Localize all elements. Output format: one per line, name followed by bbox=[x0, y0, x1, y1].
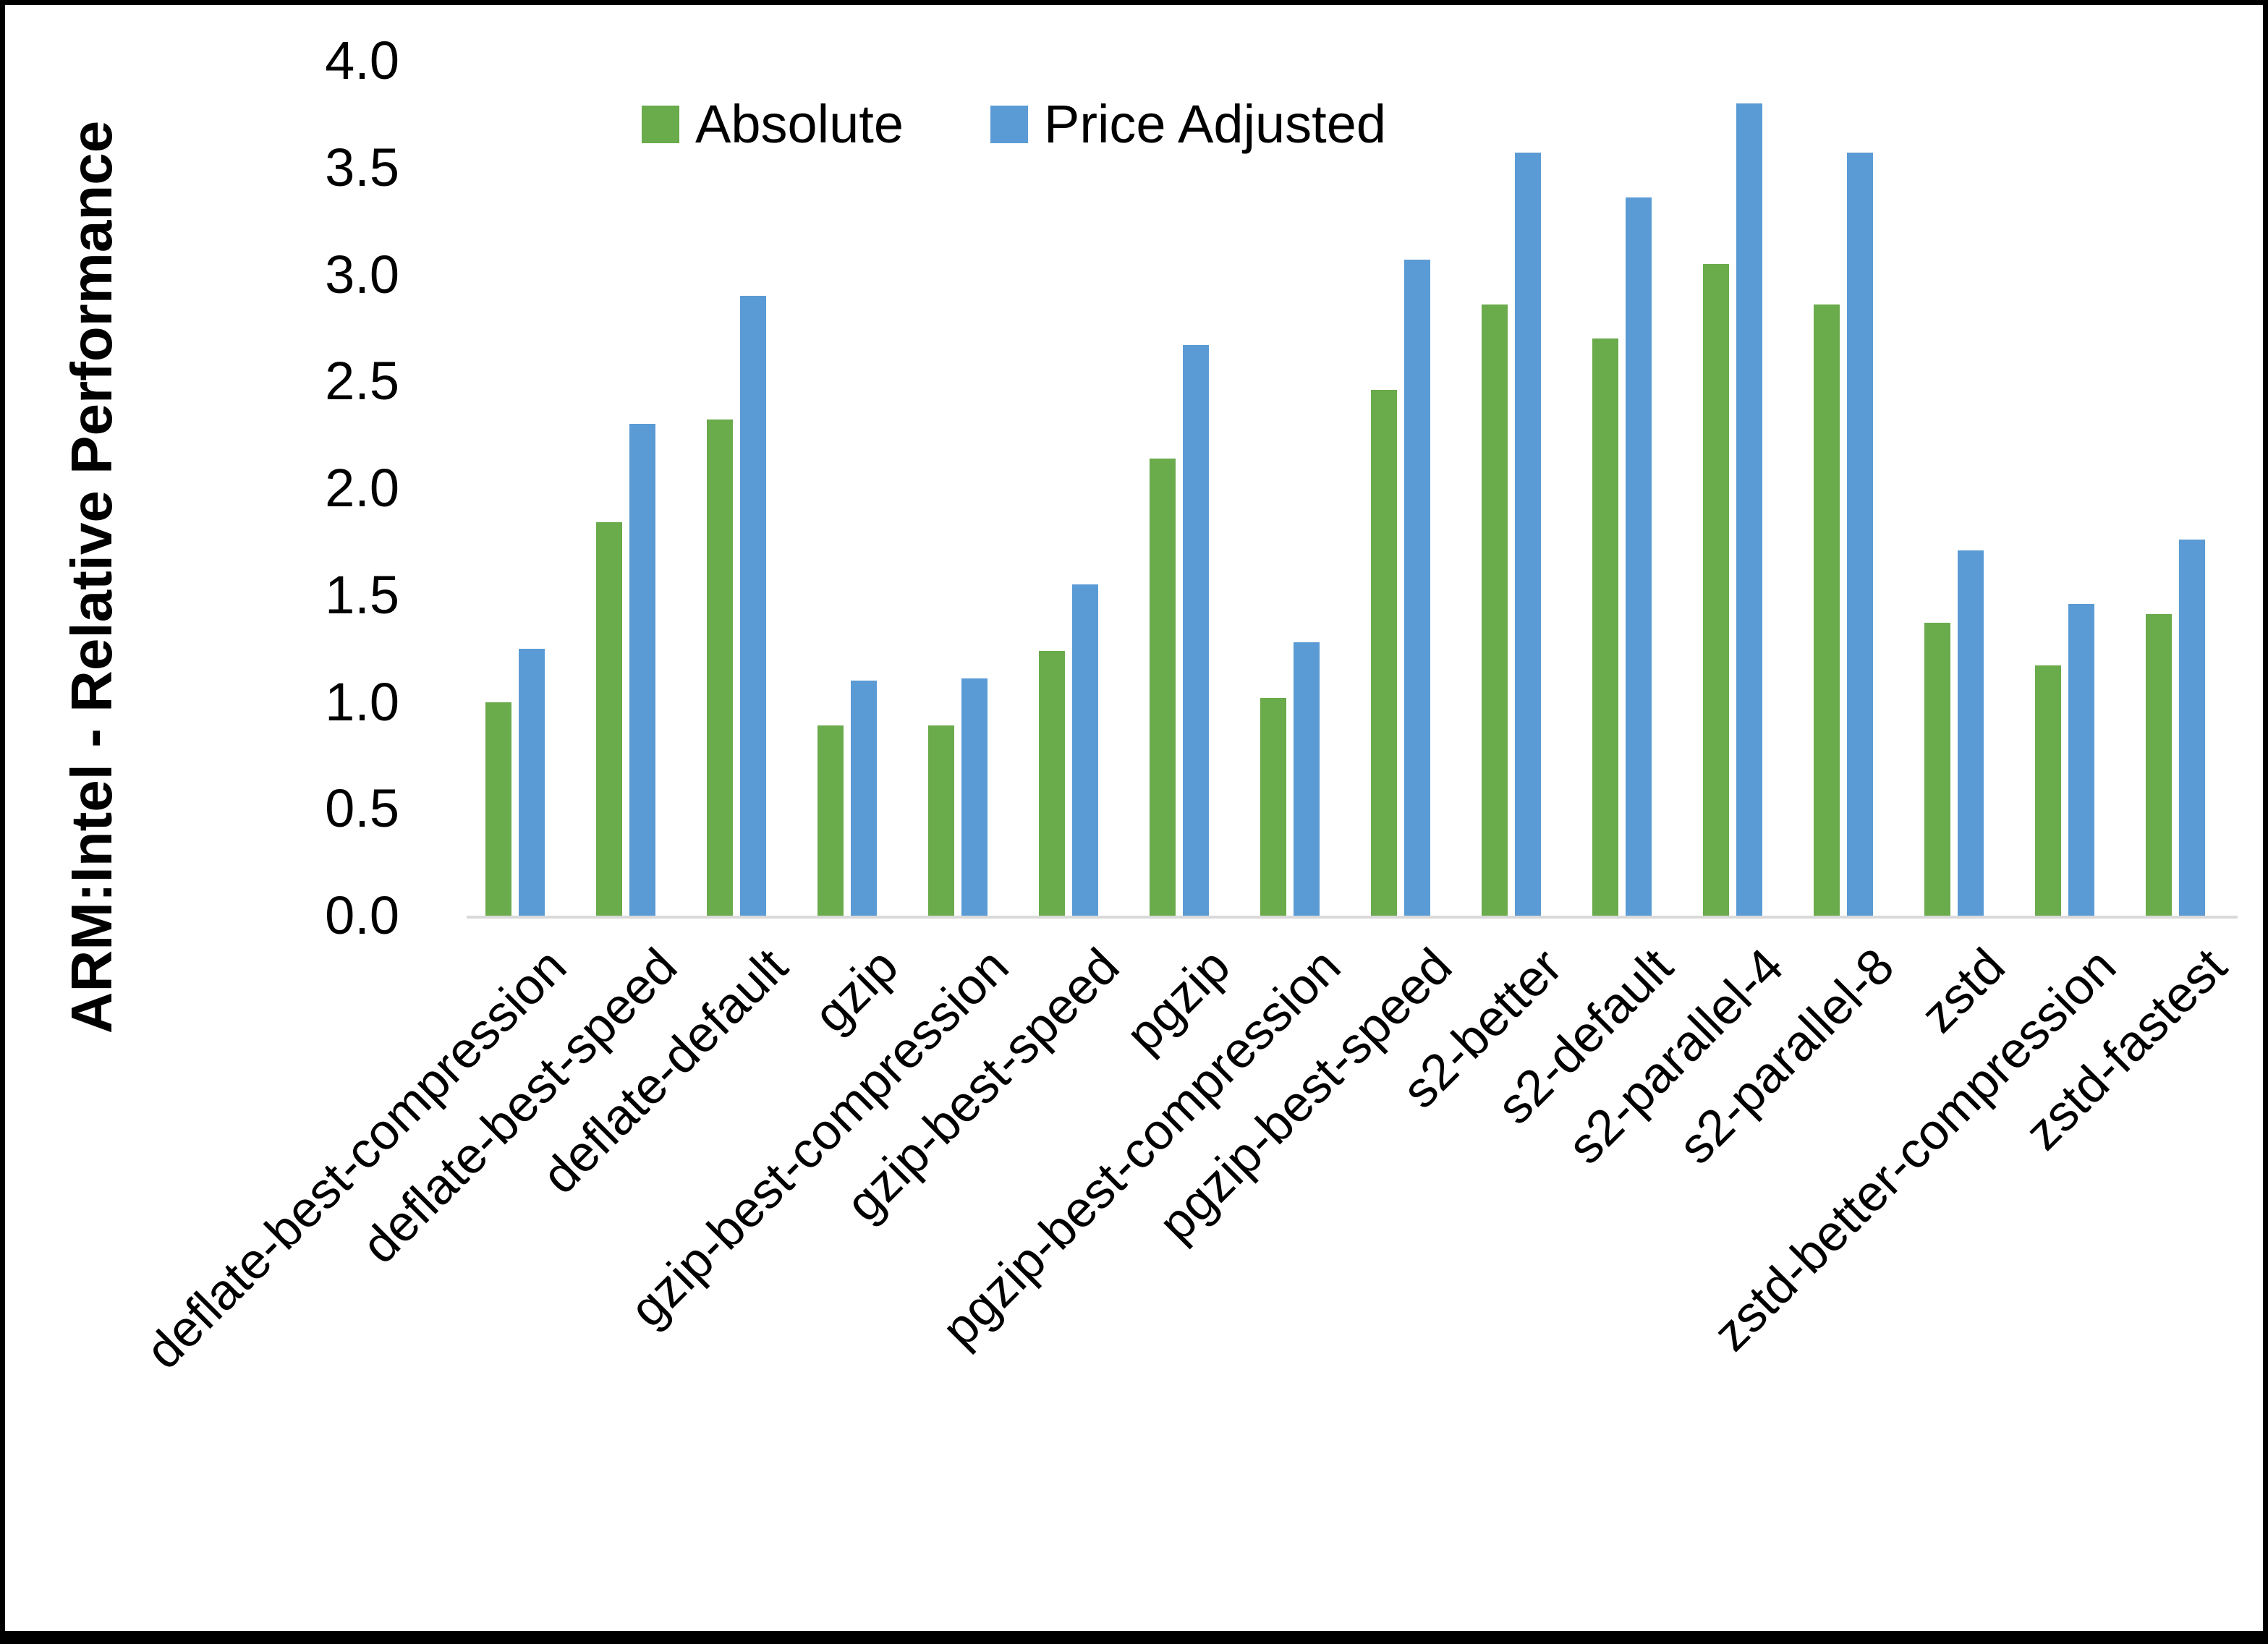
y-tick-label: 2.0 bbox=[325, 458, 399, 518]
bar-price-adjusted-deflate-default bbox=[739, 296, 766, 916]
bar-price-adjusted-s2-parallel-4 bbox=[1736, 103, 1762, 916]
bar-absolute-pgzip bbox=[1149, 458, 1176, 916]
bar-absolute-zstd bbox=[1924, 623, 1950, 916]
y-tick-label: 0.0 bbox=[325, 885, 399, 945]
bar-price-adjusted-zstd bbox=[1957, 550, 1984, 916]
bar-price-adjusted-pgzip-best-compression bbox=[1293, 642, 1320, 916]
bar-price-adjusted-pgzip-best-speed bbox=[1403, 259, 1430, 916]
bar-price-adjusted-deflate-best-compression bbox=[518, 648, 545, 916]
legend-swatch-absolute-icon bbox=[642, 106, 679, 143]
x-tick-label: deflate-best-compression bbox=[135, 937, 577, 1380]
bar-absolute-gzip bbox=[817, 725, 844, 916]
y-tick-label: 3.5 bbox=[325, 137, 399, 197]
bar-absolute-s2-better bbox=[1481, 304, 1508, 916]
y-tick-label: 3.0 bbox=[325, 244, 399, 304]
bar-absolute-s2-parallel-8 bbox=[1813, 304, 1840, 916]
bar-absolute-gzip-best-compression bbox=[927, 725, 954, 916]
y-tick-label: 0.5 bbox=[325, 778, 399, 839]
bar-absolute-deflate-default bbox=[706, 419, 733, 916]
bar-price-adjusted-zstd-fastest bbox=[2178, 539, 2205, 916]
legend-swatch-price-adjusted-icon bbox=[990, 106, 1028, 143]
bar-absolute-deflate-best-speed bbox=[595, 522, 622, 916]
legend: Absolute Price Adjusted bbox=[642, 98, 1386, 151]
bar-absolute-gzip-best-speed bbox=[1038, 650, 1065, 916]
plot-area bbox=[459, 61, 2230, 916]
bar-price-adjusted-pgzip bbox=[1182, 345, 1209, 916]
bar-price-adjusted-s2-better bbox=[1514, 153, 1541, 916]
x-axis-line bbox=[467, 916, 2238, 919]
bar-price-adjusted-deflate-best-speed bbox=[629, 424, 655, 916]
bar-price-adjusted-zstd-better-compression bbox=[2068, 603, 2094, 916]
y-tick-label: 4.0 bbox=[325, 30, 399, 90]
bar-absolute-deflate-best-compression bbox=[485, 702, 511, 916]
legend-item-price-adjusted: Price Adjusted bbox=[990, 98, 1386, 151]
legend-item-absolute: Absolute bbox=[642, 98, 904, 151]
bar-absolute-pgzip-best-compression bbox=[1260, 697, 1286, 916]
y-tick-label: 2.5 bbox=[325, 351, 399, 412]
bar-price-adjusted-s2-parallel-8 bbox=[1846, 153, 1873, 916]
legend-label-price-adjusted: Price Adjusted bbox=[1043, 94, 1387, 154]
bar-price-adjusted-s2-default bbox=[1625, 197, 1652, 916]
bar-absolute-zstd-better-compression bbox=[2034, 665, 2061, 916]
y-tick-label: 1.0 bbox=[325, 671, 399, 732]
bar-price-adjusted-gzip-best-compression bbox=[961, 678, 988, 916]
bar-price-adjusted-gzip bbox=[850, 680, 877, 916]
bar-absolute-zstd-fastest bbox=[2145, 614, 2172, 916]
legend-label-absolute: Absolute bbox=[695, 94, 904, 154]
bar-absolute-s2-parallel-4 bbox=[1702, 263, 1729, 916]
bar-price-adjusted-gzip-best-speed bbox=[1071, 584, 1098, 916]
bar-absolute-pgzip-best-speed bbox=[1370, 390, 1397, 916]
bar-absolute-s2-default bbox=[1592, 338, 1618, 916]
y-tick-label: 1.5 bbox=[325, 564, 399, 625]
